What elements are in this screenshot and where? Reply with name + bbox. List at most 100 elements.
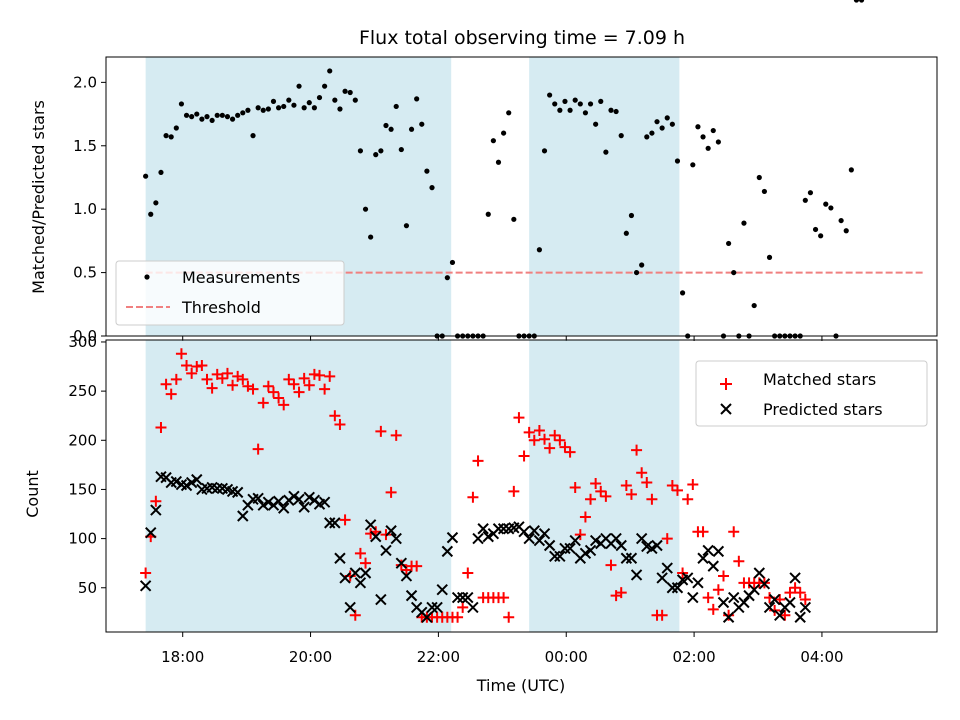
measurement-point: [316, 94, 323, 101]
measurement-point: [368, 234, 374, 240]
predicted-star-point: [329, 517, 341, 529]
matched-star-point: [769, 604, 781, 616]
measurement-point: [731, 269, 737, 276]
matched-star-point: [237, 373, 249, 385]
matched-star-point: [625, 488, 637, 500]
observing-window-band-bottom: [529, 340, 680, 632]
measurement-point: [807, 190, 814, 196]
predicted-star-point: [635, 532, 648, 545]
predicted-star-point: [799, 601, 812, 614]
predicted-star-point: [697, 552, 709, 564]
matched-star-point: [498, 592, 510, 604]
predicted-star-point: [272, 495, 285, 507]
measurement-point: [332, 97, 338, 103]
matched-star-point: [375, 425, 387, 437]
predicted-star-point: [293, 493, 305, 505]
predicted-star-point: [436, 584, 448, 596]
measurement-point: [843, 228, 849, 234]
predicted-star-point: [584, 544, 597, 557]
measurement-point: [608, 107, 614, 113]
predicted-star-point: [758, 578, 771, 590]
x-tick-label: 02:00: [672, 648, 715, 666]
predicted-star-point: [753, 567, 766, 579]
matched-star-point: [216, 372, 228, 384]
matched-star-point: [411, 560, 423, 572]
matched-star-point: [293, 386, 305, 398]
measurement-point: [414, 96, 420, 102]
predicted-star-point: [738, 596, 750, 609]
predicted-star-point: [523, 532, 535, 545]
predicted-star-point: [231, 486, 244, 499]
matched-star-point: [574, 529, 586, 541]
predicted-star-point: [395, 557, 408, 569]
measurement-point: [178, 101, 185, 107]
matched-star-point: [717, 570, 729, 582]
matched-star-point: [641, 477, 653, 489]
matched-star-point: [702, 592, 714, 604]
predicted-star-point: [421, 611, 433, 623]
matched-star-point: [267, 386, 279, 398]
measurement-point: [818, 233, 824, 239]
predicted-star-point: [344, 601, 356, 614]
predicted-star-point: [380, 544, 392, 557]
matched-star-point: [140, 567, 152, 579]
measurement-point: [275, 105, 282, 111]
matched-star-point: [636, 467, 648, 479]
predicted-star-point: [139, 580, 152, 592]
predicted-star-point: [150, 504, 162, 516]
matched-star-point: [273, 392, 285, 404]
predicted-star-point: [298, 501, 310, 513]
predicted-star-point: [625, 552, 638, 564]
matched-star-point: [728, 526, 740, 538]
matched-star-point: [462, 567, 474, 579]
predicted-star-point: [334, 552, 346, 564]
predicted-star-point: [687, 591, 699, 604]
measurement-point: [715, 139, 721, 145]
matched-star-point: [339, 514, 351, 526]
measurement-point: [168, 134, 174, 140]
predicted-star-point: [191, 473, 203, 486]
matched-star-point: [539, 433, 551, 445]
measurement-point: [347, 89, 353, 96]
predicted-star-point: [569, 534, 581, 547]
measurement-point: [536, 247, 542, 253]
predicted-star-point: [564, 542, 576, 555]
bottom-axes-frame: [105, 339, 938, 633]
measurement-point: [812, 226, 819, 233]
legend-measurements-label: Measurements: [182, 268, 300, 287]
predicted-star-point: [620, 552, 633, 564]
predicted-star-point: [630, 569, 643, 581]
top-y-ticks: 0.0 0.5 1.0 1.5 2.0: [73, 73, 106, 345]
matched-star-point: [794, 587, 806, 599]
predicted-star-point: [554, 550, 566, 563]
measurement-point: [690, 162, 696, 168]
predicted-star-point: [211, 482, 223, 495]
matched-star-point: [175, 348, 187, 360]
measurement-point: [240, 110, 246, 116]
measurement-point: [444, 275, 450, 281]
predicted-star-point: [375, 593, 387, 606]
measurement-point: [679, 290, 686, 296]
measurement-point: [802, 197, 808, 203]
predicted-star-point: [145, 526, 157, 539]
top-y-tick-label: 1.5: [73, 137, 97, 155]
measurement-point: [189, 114, 195, 120]
measurement-point: [194, 111, 200, 117]
matched-star-point: [365, 528, 377, 540]
measurement-point: [848, 167, 854, 173]
matched-star-point: [186, 367, 198, 379]
matched-star-point: [605, 559, 617, 571]
measurement-point: [741, 220, 747, 226]
matched-star-point: [569, 481, 581, 493]
bottom-legend: Matched stars Predicted stars: [695, 360, 928, 427]
matched-star-point: [564, 446, 576, 458]
matched-star-point: [196, 360, 208, 372]
predicted-star-point: [385, 525, 397, 537]
measurement-point: [352, 97, 358, 103]
matched-star-point: [472, 455, 484, 467]
predicted-star-point: [237, 510, 249, 522]
measurement-point: [603, 149, 609, 155]
measurement-point: [695, 124, 701, 130]
x-tick-label: 04:00: [800, 648, 843, 666]
measurement-point: [163, 133, 169, 139]
